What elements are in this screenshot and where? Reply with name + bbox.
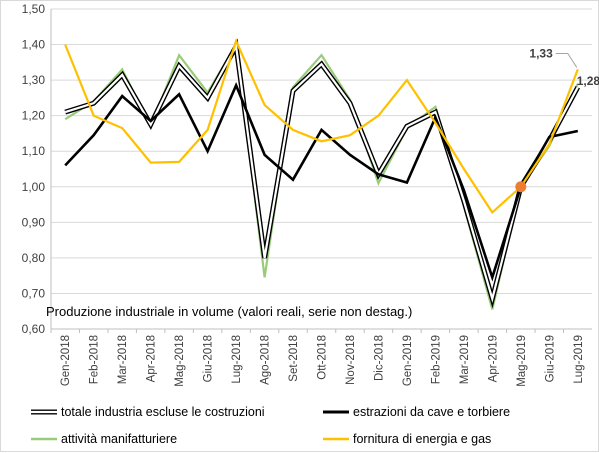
series-line-totale xyxy=(64,42,579,303)
x-tick-label: Nov-2018 xyxy=(345,335,357,385)
x-tick-label: Mag-2018 xyxy=(174,335,186,387)
x-tick-label: Dic-2018 xyxy=(373,335,385,381)
y-tick-label: 1,40 xyxy=(22,38,46,52)
y-tick-label: 0,60 xyxy=(22,322,46,336)
y-tick-label: 1,50 xyxy=(22,2,46,16)
x-tick-label: Mag-2019 xyxy=(516,335,528,387)
callout-label: 1,28 xyxy=(577,74,599,88)
x-tick-label: Lug-2019 xyxy=(573,335,585,384)
axes: 0,60 0,70 0,80 0,90 1,00 1,10 1,20 1,30 1,40 1,50… xyxy=(22,2,592,387)
chart-title: Produzione industriale in volume (valori… xyxy=(46,304,412,319)
legend-label: estrazioni da cave e torbiere xyxy=(353,405,510,419)
legend-item: fornitura di energia e gas xyxy=(323,432,491,446)
legend-label: totale industria escluse le costruzioni xyxy=(61,405,265,419)
x-tick-label: Mar-2018 xyxy=(117,335,129,384)
legend-item: attività manifatturiere xyxy=(31,432,177,446)
x-tick-label: Feb-2018 xyxy=(89,335,101,384)
y-tick-label: 0,70 xyxy=(22,286,46,300)
legend-label: fornitura di energia e gas xyxy=(353,432,491,446)
legend-item: totale industria escluse le costruzioni xyxy=(31,405,265,419)
x-tick-label: Mar-2019 xyxy=(459,335,471,384)
y-tick-label: 0,90 xyxy=(22,215,46,229)
y-tick-label: 1,20 xyxy=(22,109,46,123)
x-tick-label: Giu-2018 xyxy=(203,335,215,382)
legend-label: attività manifatturiere xyxy=(61,432,177,446)
x-tick-label: Ago-2018 xyxy=(260,335,272,385)
y-tick-label: 1,30 xyxy=(22,73,46,87)
x-tick-label: Apr-2019 xyxy=(487,335,499,382)
legend-item: estrazioni da cave e torbiere xyxy=(323,405,510,419)
callout-label: 1,33 xyxy=(529,46,553,60)
x-tick-label: Feb-2019 xyxy=(430,335,442,384)
highlight-point xyxy=(515,181,527,193)
series-line xyxy=(64,37,579,215)
x-tick-label: Gen-2019 xyxy=(402,335,414,386)
x-tick-label: Ott-2018 xyxy=(317,335,329,380)
series-line xyxy=(64,82,579,282)
x-tick-label: Giu-2019 xyxy=(544,335,556,382)
y-tick-label: 1,00 xyxy=(22,180,46,194)
y-tick-label: 1,10 xyxy=(22,144,46,158)
series-lines xyxy=(64,37,581,310)
x-tick-label: Gen-2018 xyxy=(60,335,72,386)
annotations: 1,33 1,28 xyxy=(529,46,599,88)
callout-leader xyxy=(555,52,578,68)
x-tick-label: Set-2018 xyxy=(288,335,300,382)
y-tick-label: 0,80 xyxy=(22,251,46,265)
legend: totale industria escluse le costruzioni e… xyxy=(31,405,510,446)
x-tick-label: Lug-2018 xyxy=(231,335,243,384)
x-tick-label: Apr-2018 xyxy=(146,335,158,382)
